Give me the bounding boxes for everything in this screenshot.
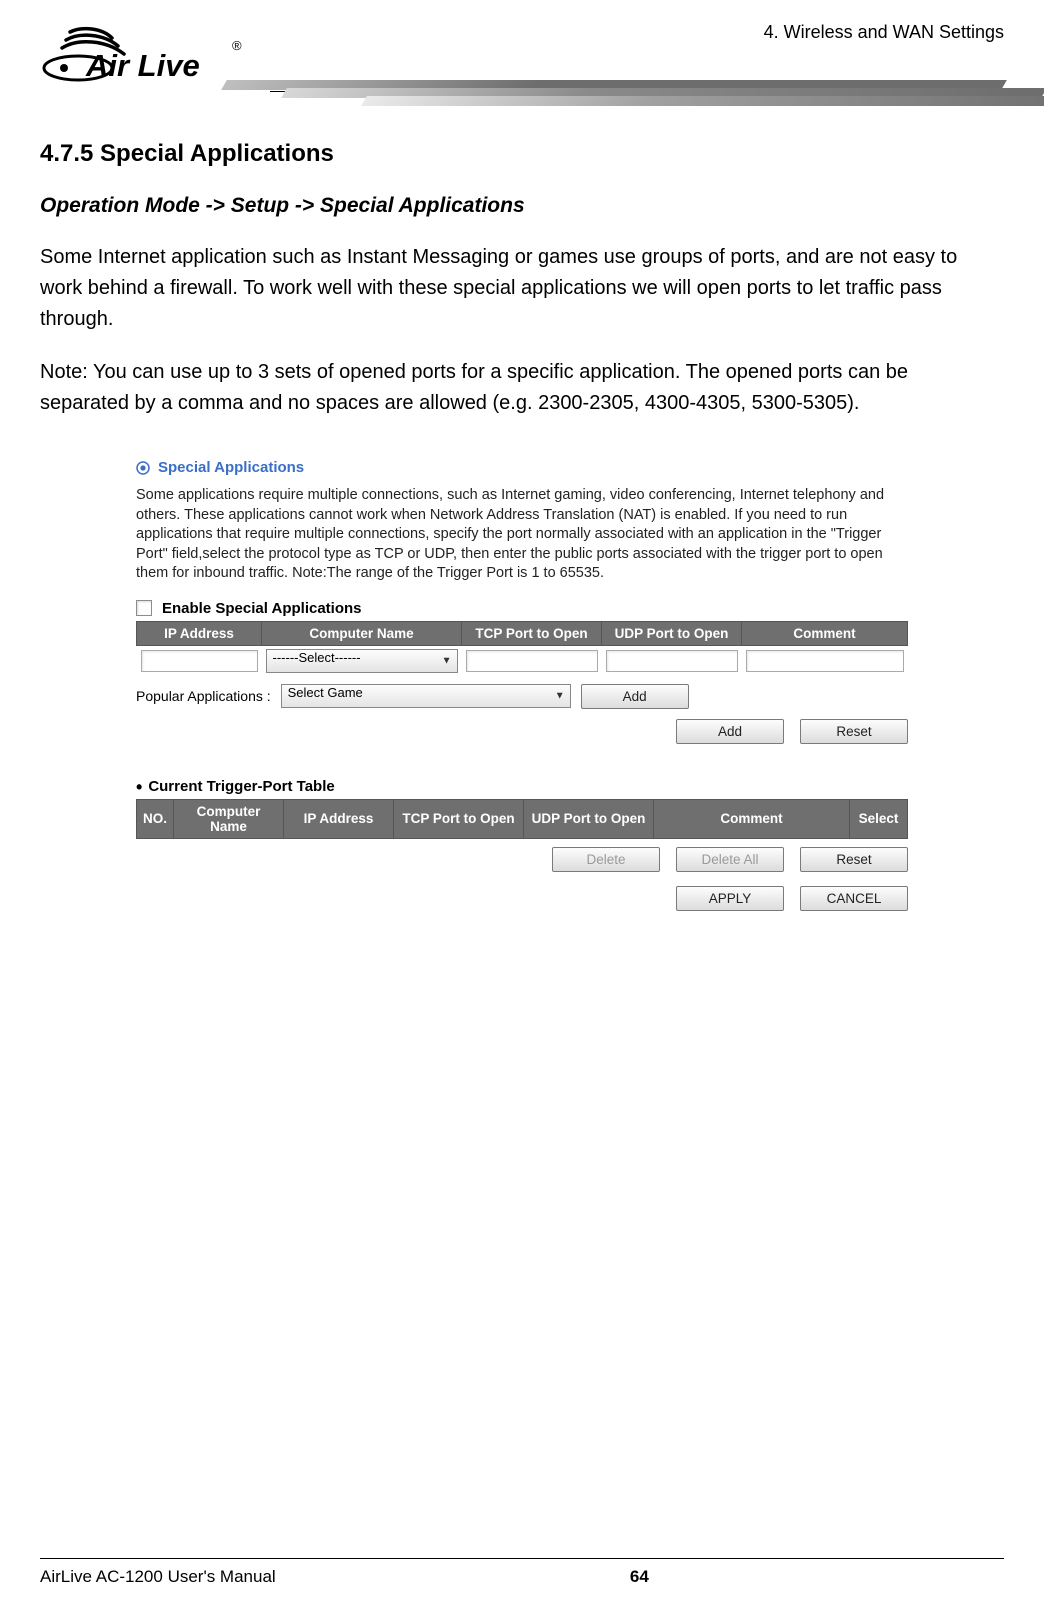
breadcrumb: Operation Mode -> Setup -> Special Appli…: [40, 194, 1004, 218]
delete-all-button[interactable]: Delete All: [676, 847, 784, 872]
th-tcp: TCP Port to Open: [462, 621, 602, 645]
paragraph-2: Note: You can use up to 3 sets of opened…: [40, 357, 1000, 419]
logo: Air Live ®: [40, 26, 245, 89]
computer-select[interactable]: ------Select------: [266, 649, 458, 673]
popular-label: Popular Applications :: [136, 688, 271, 704]
add-popular-button[interactable]: Add: [581, 684, 689, 709]
comment-input[interactable]: [746, 650, 904, 672]
th2-tcp: TCP Port to Open: [394, 799, 524, 838]
reset2-button[interactable]: Reset: [800, 847, 908, 872]
input-table: IP Address Computer Name TCP Port to Ope…: [136, 621, 908, 676]
footer-manual: AirLive AC-1200 User's Manual: [40, 1567, 276, 1587]
th-ip: IP Address: [137, 621, 262, 645]
delete-button[interactable]: Delete: [552, 847, 660, 872]
popular-select[interactable]: Select Game: [281, 684, 571, 708]
tcp-input[interactable]: [466, 650, 598, 672]
add-button[interactable]: Add: [676, 719, 784, 744]
ui-screenshot: Special Applications Some applications r…: [136, 459, 908, 911]
chapter-label: 4. Wireless and WAN Settings: [764, 22, 1004, 43]
svg-text:Air Live: Air Live: [85, 48, 200, 83]
svg-text:®: ®: [232, 38, 242, 53]
cancel-button[interactable]: CANCEL: [800, 886, 908, 911]
bullet-icon: [136, 461, 150, 475]
header-stripes: [224, 80, 1044, 108]
enable-label: Enable Special Applications: [162, 600, 362, 617]
th2-udp: UDP Port to Open: [524, 799, 654, 838]
th2-comp: Computer Name: [174, 799, 284, 838]
ui-title: Special Applications: [158, 459, 304, 476]
th2-comment: Comment: [654, 799, 850, 838]
enable-checkbox[interactable]: [136, 600, 152, 616]
th-comment: Comment: [742, 621, 908, 645]
footer-rule: [40, 1558, 1004, 1559]
trigger-title: •Current Trigger-Port Table: [136, 778, 908, 795]
page-number: 64: [630, 1567, 649, 1587]
trigger-table: NO. Computer Name IP Address TCP Port to…: [136, 799, 908, 839]
reset-button[interactable]: Reset: [800, 719, 908, 744]
th-comp: Computer Name: [262, 621, 462, 645]
th2-no: NO.: [137, 799, 174, 838]
ip-input[interactable]: [141, 650, 258, 672]
ui-description: Some applications require multiple conne…: [136, 486, 908, 584]
section-title: 4.7.5 Special Applications: [40, 140, 1004, 168]
udp-input[interactable]: [606, 650, 738, 672]
th2-ip: IP Address: [284, 799, 394, 838]
th2-select: Select: [850, 799, 908, 838]
th-udp: UDP Port to Open: [602, 621, 742, 645]
paragraph-1: Some Internet application such as Instan…: [40, 242, 1000, 335]
apply-button[interactable]: APPLY: [676, 886, 784, 911]
